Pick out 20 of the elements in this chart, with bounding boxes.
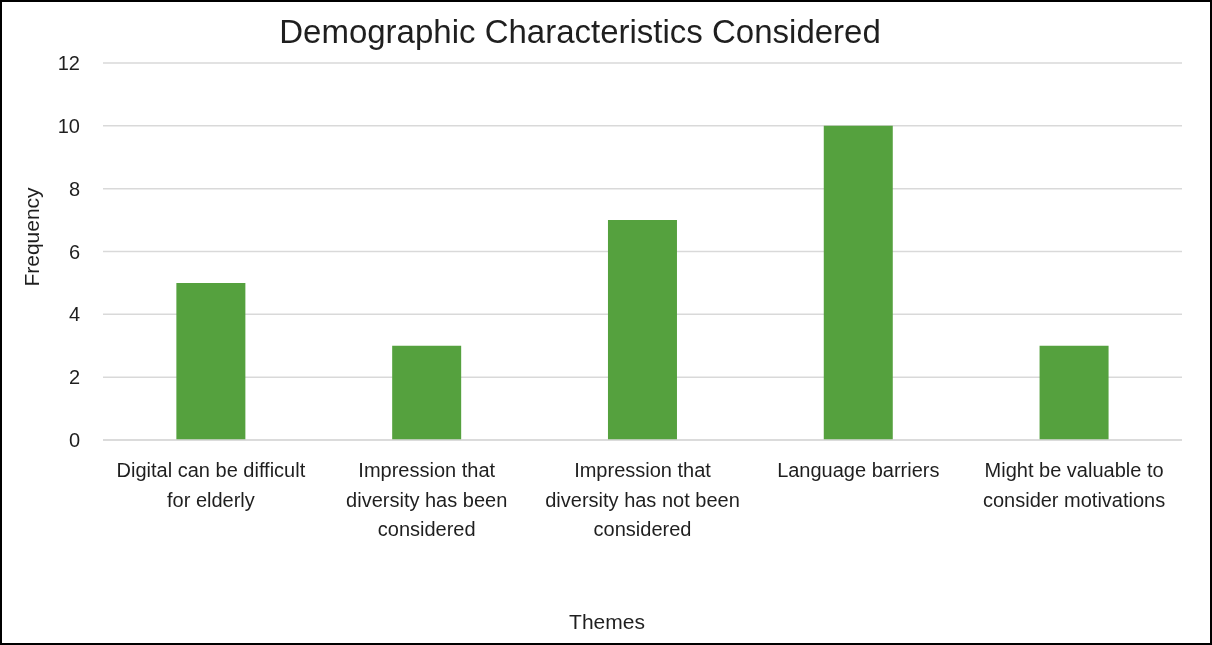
chart-title: Demographic Characteristics Considered — [278, 13, 882, 50]
bar — [176, 282, 246, 440]
y-tick-label: 0 — [68, 429, 80, 452]
x-axis-title: Themes — [568, 610, 646, 634]
y-tick-label: 2 — [68, 366, 80, 389]
x-tick-label: Impression that diversity has been considered — [346, 459, 508, 541]
bar — [392, 345, 462, 440]
x-tick-label: Might be valuable to consider motivations — [982, 459, 1166, 511]
bar — [823, 125, 893, 440]
y-axis-title: Frequency — [20, 186, 44, 289]
x-tick-label: Impression that diversity has not been considered — [545, 459, 740, 541]
x-tick-label: Digital can be difficult for elderly — [116, 459, 306, 511]
y-tick-label: 4 — [68, 303, 80, 326]
bar — [1039, 345, 1109, 440]
y-tick-label: 12 — [57, 52, 80, 75]
x-tick-label: Language barriers — [777, 459, 940, 482]
y-tick-label: 10 — [57, 114, 80, 137]
y-tick-label: 8 — [68, 177, 80, 200]
bar — [607, 220, 677, 440]
y-tick-label: 6 — [68, 240, 80, 263]
